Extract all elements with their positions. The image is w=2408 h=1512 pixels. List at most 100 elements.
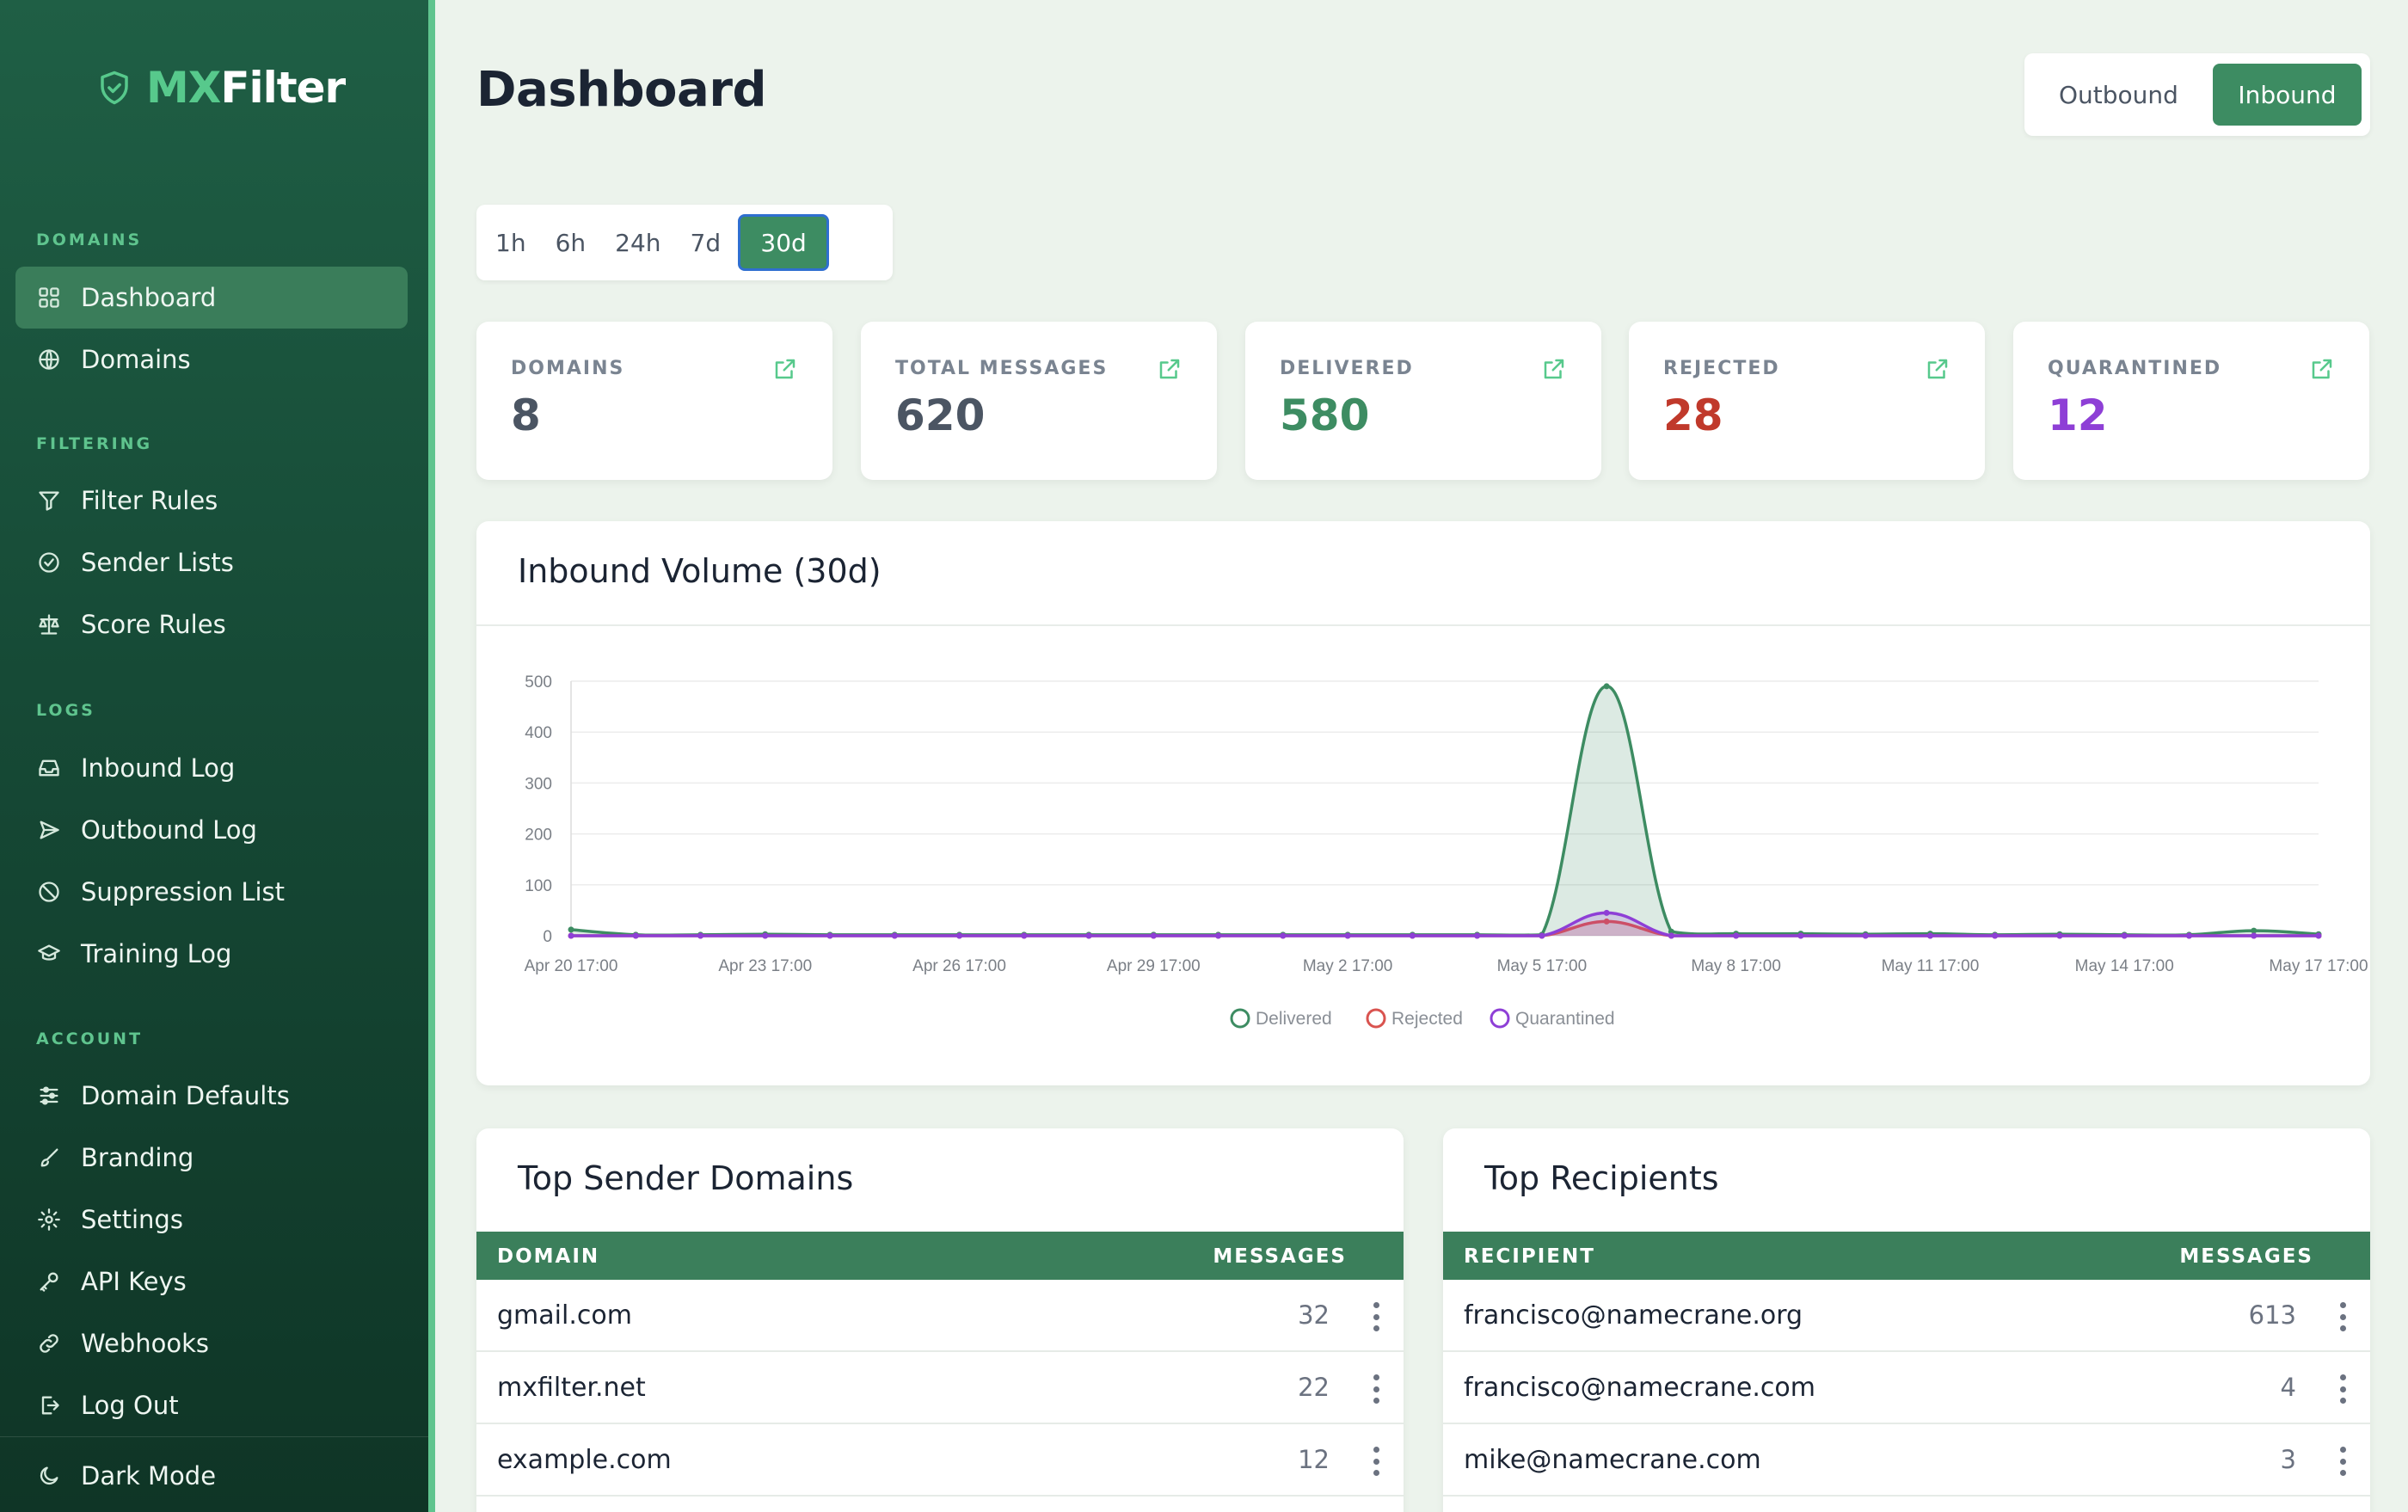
data-point [1215,932,1222,939]
cell-recipient: mike@namecrane.com [1464,1445,1761,1475]
table-row[interactable]: mike@namecrane.com 3 [1443,1424,2370,1497]
more-vertical-icon[interactable] [2337,1302,2348,1331]
grid-icon [36,285,62,310]
sidebar-item-api-keys[interactable]: API Keys [15,1251,408,1312]
sidebar-item-label: Dark Mode [81,1461,217,1490]
sidebar: MXFilter DOMAINS Dashboard Domains FILTE… [0,0,428,1512]
brand-suffix: Filter [220,63,346,113]
sidebar-item-outbound-log[interactable]: Outbound Log [15,799,408,861]
cell-recipient: francisco@namecrane.com [1464,1373,1815,1403]
graduation-cap-icon [36,941,62,967]
sidebar-item-filter-rules[interactable]: Filter Rules [15,470,408,532]
range-30d-button[interactable]: 30d [738,214,830,271]
sidebar-item-label: Domains [81,345,191,374]
sidebar-item-score-rules[interactable]: Score Rules [15,593,408,655]
sidebar-item-sender-lists[interactable]: Sender Lists [15,532,408,593]
external-link-icon[interactable] [1157,356,1182,382]
table-row[interactable]: gmail.com 32 [476,1280,1404,1352]
cell-messages: 22 [1298,1373,1330,1402]
data-point [632,932,639,939]
sidebar-item-suppression-list[interactable]: Suppression List [15,861,408,923]
sidebar-item-label: Log Out [81,1391,179,1420]
data-point [826,932,833,939]
external-link-icon[interactable] [1541,356,1567,382]
range-7d-button[interactable]: 7d [690,228,722,257]
column-header-domain[interactable]: DOMAIN [497,1245,600,1268]
stat-value: 580 [1280,390,1370,440]
range-6h-button[interactable]: 6h [555,228,587,257]
range-1h-button[interactable]: 1h [495,228,526,257]
volume-chart[interactable]: 0 100 200 300 400 500 Apr 20 17:00 Apr 23 17:00… [476,521,2370,1085]
cell-domain: example.com [497,1445,672,1475]
sidebar-item-domains[interactable]: Domains [15,329,408,390]
filter-icon [36,488,62,513]
sidebar-item-training-log[interactable]: Training Log [15,923,408,985]
cell-domain: mxfilter.net [497,1373,646,1403]
data-point [2056,932,2063,939]
stat-label: REJECTED [1663,358,1780,379]
data-point [2315,932,2322,939]
x-tick-label: Apr 29 17:00 [1107,957,1201,975]
sidebar-item-label: Settings [81,1205,183,1234]
sidebar-item-inbound-log[interactable]: Inbound Log [15,737,408,799]
range-24h-button[interactable]: 24h [615,228,661,257]
sidebar-item-label: Training Log [81,939,232,968]
inbox-icon [36,755,62,781]
column-header-messages[interactable]: MESSAGES [2179,1245,2313,1268]
table-row[interactable]: francisco@namecrane.org 613 [1443,1280,2370,1352]
stat-value: 28 [1663,390,1723,440]
more-vertical-icon[interactable] [1371,1374,1381,1404]
more-vertical-icon[interactable] [2337,1374,2348,1404]
data-point [1280,932,1287,939]
more-vertical-icon[interactable] [1371,1447,1381,1476]
table-header: DOMAIN MESSAGES [476,1232,1404,1280]
sidebar-accent-edge [428,0,435,1512]
sidebar-item-label: Filter Rules [81,486,218,515]
data-point [956,932,963,939]
table-title: Top Recipients [1484,1159,1719,1197]
sidebar-item-domain-defaults[interactable]: Domain Defaults [15,1065,408,1127]
check-circle-icon [36,550,62,575]
x-tick-label: Apr 20 17:00 [525,957,618,975]
sidebar-item-log-out[interactable]: Log Out [15,1374,408,1436]
sidebar-item-label: Suppression List [81,877,286,907]
stat-card-delivered: DELIVERED 580 [1245,322,1601,480]
stat-label: QUARANTINED [2048,358,2222,379]
data-point [568,932,574,939]
table-row[interactable]: mxfilter.net 22 [476,1352,1404,1424]
inbound-button[interactable]: Inbound [2212,64,2362,126]
outbound-button[interactable]: Outbound [2059,80,2178,109]
legend-marker-rejected [1366,1008,1386,1029]
external-link-icon[interactable] [2309,356,2335,382]
y-tick-label: 0 [543,928,552,946]
sidebar-item-label: Webhooks [81,1329,209,1358]
table-row[interactable]: francisco@namecrane.com 4 [1443,1352,2370,1424]
more-vertical-icon[interactable] [2337,1447,2348,1476]
sidebar-item-settings[interactable]: Settings [15,1189,408,1251]
sidebar-item-dashboard[interactable]: Dashboard [15,267,408,329]
table-header: RECIPIENT MESSAGES [1443,1232,2370,1280]
column-header-recipient[interactable]: RECIPIENT [1464,1245,1595,1268]
stat-label: TOTAL MESSAGES [895,358,1109,379]
more-vertical-icon[interactable] [1371,1302,1381,1331]
column-header-messages[interactable]: MESSAGES [1213,1245,1347,1268]
table-row[interactable]: example.com 12 [476,1424,1404,1497]
data-point [762,932,769,939]
sidebar-item-branding[interactable]: Branding [15,1127,408,1189]
data-point [697,932,704,939]
data-point [1344,932,1351,939]
dark-mode-toggle[interactable]: Dark Mode [15,1445,408,1507]
brand-logo[interactable]: MXFilter [96,60,346,115]
external-link-icon[interactable] [1925,356,1950,382]
stat-label: DELIVERED [1280,358,1414,379]
data-point [1539,932,1545,939]
sidebar-item-webhooks[interactable]: Webhooks [15,1312,408,1374]
x-tick-label: May 14 17:00 [2075,957,2174,975]
external-link-icon[interactable] [772,356,798,382]
data-point [2185,932,2192,939]
data-point [1409,932,1416,939]
legend-label-rejected: Rejected [1391,1009,1463,1029]
x-tick-label: May 2 17:00 [1303,957,1393,975]
sidebar-item-label: Score Rules [81,610,226,639]
y-tick-label: 500 [525,673,552,691]
